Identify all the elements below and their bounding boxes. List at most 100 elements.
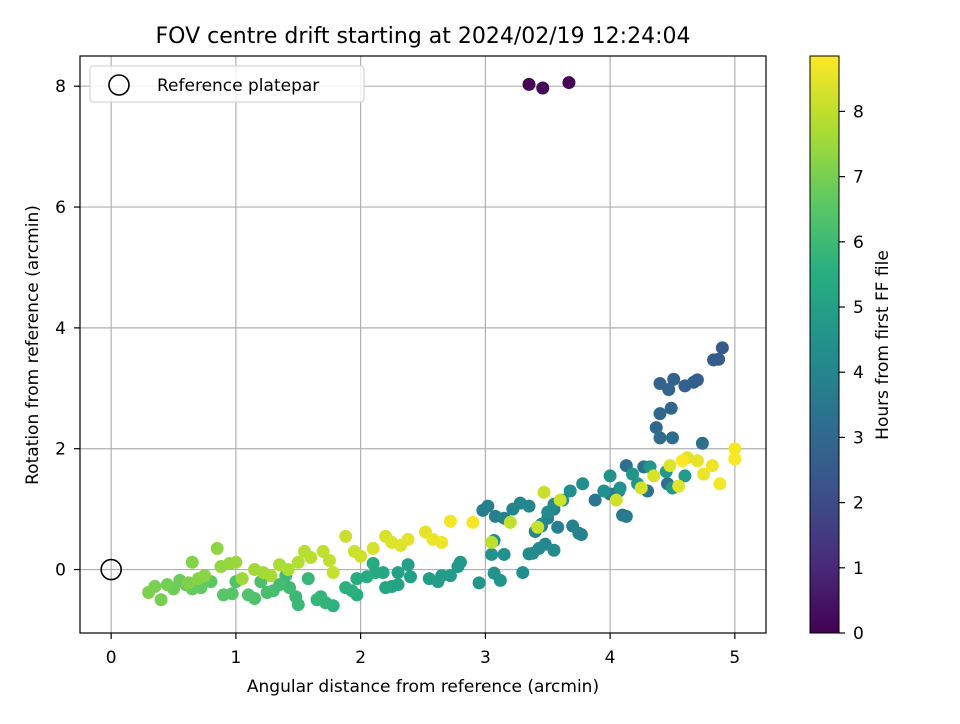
y-tick-label: 6 xyxy=(55,198,66,218)
data-point xyxy=(185,555,199,569)
data-point xyxy=(264,569,278,583)
data-point xyxy=(160,578,174,592)
data-point xyxy=(316,544,330,558)
data-point xyxy=(142,586,156,600)
data-point xyxy=(401,558,415,572)
data-point xyxy=(531,520,545,534)
data-point xyxy=(485,535,499,549)
data-point xyxy=(360,570,374,584)
data-point xyxy=(322,553,336,567)
data-point xyxy=(281,563,295,577)
data-point xyxy=(354,549,368,563)
data-point xyxy=(304,550,318,564)
data-point xyxy=(366,541,380,555)
data-point xyxy=(728,452,742,466)
colorbar-tick-label: 0 xyxy=(853,624,864,644)
data-point xyxy=(695,436,709,450)
data-point xyxy=(613,481,627,495)
y-tick-label: 0 xyxy=(55,561,66,581)
legend-box xyxy=(89,65,365,103)
y-tick-label: 4 xyxy=(55,319,66,339)
colorbar-tick-label: 2 xyxy=(853,494,864,514)
colorbar: 0 1 2 3 4 5 6 7 8 Hours from first FF file xyxy=(809,55,893,644)
data-point xyxy=(339,529,353,543)
legend: Reference platepar xyxy=(89,65,365,103)
data-point xyxy=(697,467,711,481)
data-point xyxy=(283,581,297,595)
colorbar-ticks: 0 1 2 3 4 5 6 7 8 xyxy=(839,102,864,644)
data-point xyxy=(663,459,677,473)
data-point xyxy=(705,459,719,473)
colorbar-tick-label: 7 xyxy=(853,168,864,188)
data-point xyxy=(182,576,196,590)
data-point xyxy=(653,407,667,421)
data-point xyxy=(289,590,303,604)
data-point xyxy=(350,572,364,586)
data-point xyxy=(603,469,617,483)
grid-lines xyxy=(80,56,766,633)
plot-frame xyxy=(79,55,767,634)
data-point xyxy=(366,557,380,571)
data-point xyxy=(260,586,274,600)
data-point xyxy=(379,581,393,595)
data-point xyxy=(712,352,726,366)
data-point xyxy=(551,520,565,534)
x-tick-label: 3 xyxy=(480,648,491,668)
data-point xyxy=(497,547,511,561)
data-point xyxy=(649,421,663,435)
legend-entry-label: Reference platepar xyxy=(157,76,319,96)
data-point xyxy=(481,499,495,513)
data-point xyxy=(522,77,536,91)
colorbar-tick-label: 5 xyxy=(853,298,864,318)
data-point xyxy=(229,555,243,569)
data-point xyxy=(588,493,602,507)
x-axis-label: Angular distance from reference (arcmin) xyxy=(247,677,599,697)
data-point xyxy=(522,547,536,561)
data-point xyxy=(451,560,465,574)
data-point xyxy=(310,593,324,607)
data-point xyxy=(291,555,305,569)
data-point xyxy=(301,572,315,586)
data-point xyxy=(443,514,457,528)
data-point xyxy=(715,341,729,355)
data-point xyxy=(653,431,667,445)
data-point xyxy=(619,509,633,523)
data-point xyxy=(626,467,640,481)
data-point xyxy=(422,572,436,586)
data-point xyxy=(345,584,359,598)
data-point xyxy=(241,588,255,602)
data-point xyxy=(466,515,480,529)
data-point xyxy=(485,547,499,561)
x-tick-label: 2 xyxy=(355,648,366,668)
data-point xyxy=(609,493,623,507)
y-tick-label: 8 xyxy=(55,77,66,97)
data-point xyxy=(647,469,661,483)
reference-point-marker xyxy=(100,558,122,581)
data-point xyxy=(667,372,681,386)
data-point xyxy=(678,469,692,483)
colorbar-gradient xyxy=(809,55,840,634)
data-point xyxy=(675,454,689,468)
data-point xyxy=(516,566,530,580)
colorbar-tick-label: 8 xyxy=(853,102,864,122)
y-axis-ticks: 0 2 4 6 8 xyxy=(55,77,80,581)
data-point xyxy=(574,528,588,542)
data-point xyxy=(713,477,727,491)
data-point xyxy=(728,442,742,456)
data-point xyxy=(536,81,550,95)
data-point xyxy=(198,569,212,583)
data-point xyxy=(235,572,249,586)
colorbar-label: Hours from first FF file xyxy=(873,250,893,440)
data-point xyxy=(210,541,224,555)
legend-marker-open-circle xyxy=(108,74,130,96)
data-point xyxy=(472,576,486,590)
y-tick-label: 2 xyxy=(55,440,66,460)
data-point xyxy=(576,477,590,491)
data-point xyxy=(553,493,567,507)
data-point xyxy=(547,543,561,557)
data-point xyxy=(562,76,576,90)
data-point xyxy=(154,593,168,607)
x-tick-label: 1 xyxy=(230,648,241,668)
